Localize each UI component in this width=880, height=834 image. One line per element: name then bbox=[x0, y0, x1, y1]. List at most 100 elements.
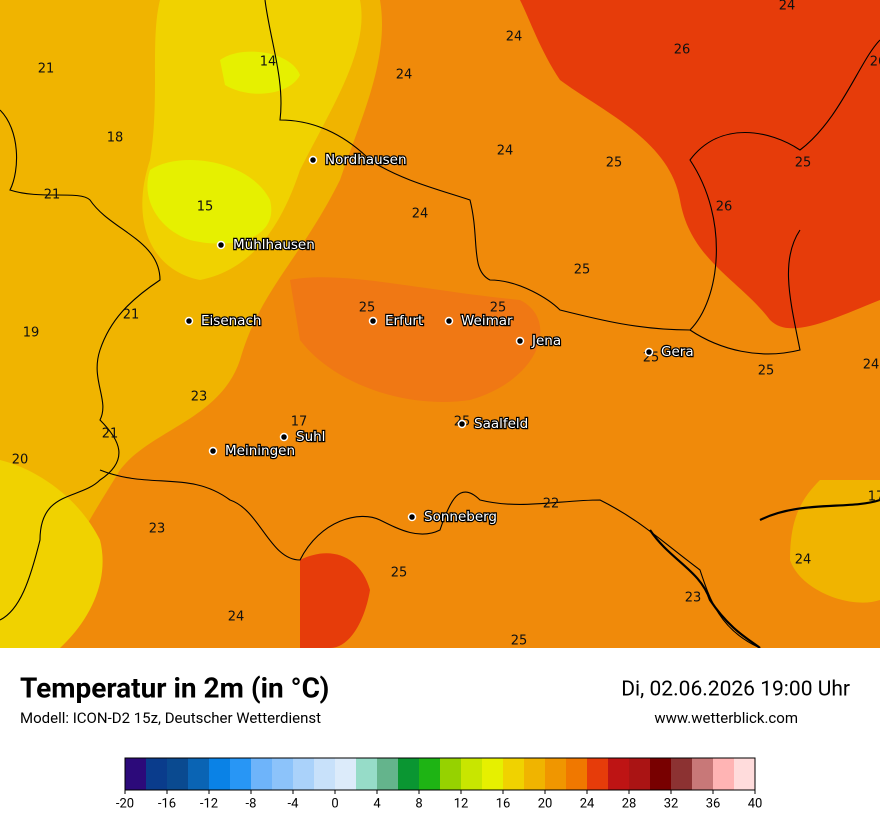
warm-yellow-zone bbox=[0, 0, 80, 150]
temperature-labels: 24 24 26 26 21 14 24 18 24 25 25 21 15 24 26 25 25 25 21 19… bbox=[12, 0, 880, 649]
city-name: Eisenach bbox=[201, 313, 261, 329]
warm-yellow-zone bbox=[790, 480, 880, 603]
colorbar-segment bbox=[503, 758, 525, 790]
city-name: Saalfeld bbox=[474, 416, 528, 432]
footer bbox=[0, 648, 880, 830]
colorbar-segment bbox=[167, 758, 189, 790]
temperature-label: 21 bbox=[123, 308, 140, 323]
colorbar-tick-label: 24 bbox=[580, 796, 595, 811]
colorbar-segment bbox=[461, 758, 483, 790]
national-border bbox=[649, 498, 880, 648]
colorbar-segment bbox=[188, 758, 210, 790]
temperature-label: 25 bbox=[795, 156, 812, 171]
city-markers: Nordhausen Mühlhausen Eisenach Erfurt Weimar… bbox=[184, 151, 695, 526]
website: www.wetterblick.com bbox=[654, 709, 798, 727]
city-dot bbox=[184, 316, 194, 326]
city-dot bbox=[279, 432, 289, 442]
temperature-label: 25 bbox=[606, 156, 623, 171]
colorbar-segment bbox=[314, 758, 336, 790]
colorbar-segment bbox=[524, 758, 546, 790]
temperature-label: 24 bbox=[779, 0, 796, 14]
colorbar: -20 -16 -12 -8 -4 0 4 8 12 16 20 24 28 32 36 40 bbox=[116, 757, 763, 811]
title: Temperatur in 2m (in °C) bbox=[20, 671, 329, 704]
temperature-label: 25 bbox=[511, 634, 528, 649]
colorbar-tick-label: 32 bbox=[664, 796, 679, 811]
temperature-label: 25 bbox=[391, 566, 408, 581]
temperature-label: 21 bbox=[44, 188, 61, 203]
colorbar-tick-label: 36 bbox=[706, 796, 721, 811]
colorbar-segment bbox=[566, 758, 588, 790]
temperature-label: 22 bbox=[543, 497, 560, 512]
colorbar-tick-label: 20 bbox=[538, 796, 553, 811]
city-name: Meiningen bbox=[225, 443, 295, 459]
temperature-label: 21 bbox=[38, 62, 55, 77]
city-dot bbox=[368, 316, 378, 326]
colorbar-segment bbox=[377, 758, 399, 790]
city-dot bbox=[208, 446, 218, 456]
colorbar-segment bbox=[608, 758, 630, 790]
colorbar-segment bbox=[671, 758, 693, 790]
temperature-label: 23 bbox=[685, 591, 702, 606]
city-dot bbox=[457, 419, 467, 429]
city-dot bbox=[644, 347, 654, 357]
colorbar-segment bbox=[650, 758, 672, 790]
temperature-label: 17 bbox=[868, 490, 880, 505]
colorbar-tick-label: -12 bbox=[200, 796, 218, 811]
city-name: Nordhausen bbox=[325, 152, 407, 168]
temperature-label: 26 bbox=[870, 55, 880, 70]
colorbar-segment bbox=[125, 758, 147, 790]
city-dot bbox=[308, 155, 318, 165]
colorbar-segment bbox=[356, 758, 378, 790]
city-name: Suhl bbox=[296, 429, 325, 445]
colorbar-segment bbox=[272, 758, 294, 790]
colorbar-segment bbox=[440, 758, 462, 790]
temperature-label: 24 bbox=[506, 30, 523, 45]
temperature-label: 26 bbox=[716, 200, 733, 215]
temperature-label: 23 bbox=[191, 390, 208, 405]
colorbar-segment bbox=[482, 758, 504, 790]
city-name: Weimar bbox=[461, 313, 513, 329]
temperature-label: 14 bbox=[260, 55, 277, 70]
temperature-label: 25 bbox=[490, 301, 507, 316]
colorbar-segment bbox=[209, 758, 231, 790]
colorbar-segment bbox=[146, 758, 168, 790]
colorbar-tick-label: 0 bbox=[331, 796, 338, 811]
colorbar-tick-label: 40 bbox=[748, 796, 763, 811]
colorbar-segment bbox=[692, 758, 714, 790]
colorbar-segment bbox=[398, 758, 420, 790]
temperature-label: 24 bbox=[863, 358, 880, 373]
city-name: Erfurt bbox=[385, 313, 423, 329]
city-dot bbox=[515, 336, 525, 346]
map: 24 24 26 26 21 14 24 18 24 25 25 21 15 24 26 25 25 25 21 19… bbox=[0, 0, 880, 649]
city-name: Mühlhausen bbox=[233, 237, 315, 253]
colorbar-segment bbox=[713, 758, 735, 790]
temperature-label: 24 bbox=[795, 553, 812, 568]
colorbar-tick-label: 12 bbox=[454, 796, 469, 811]
colorbar-segment bbox=[629, 758, 651, 790]
temperature-label: 23 bbox=[149, 522, 166, 537]
city-name: Jena bbox=[531, 333, 561, 349]
city-name: Gera bbox=[661, 344, 694, 360]
colorbar-segment bbox=[587, 758, 609, 790]
colorbar-segment bbox=[251, 758, 273, 790]
colorbar-segment bbox=[230, 758, 252, 790]
temperature-label: 26 bbox=[674, 43, 691, 58]
city-dot bbox=[407, 512, 417, 522]
subtitle: Modell: ICON-D2 15z, Deutscher Wetterdie… bbox=[20, 709, 321, 727]
colorbar-segment bbox=[734, 758, 756, 790]
colorbar-tick-label: -4 bbox=[288, 796, 300, 811]
city-dot bbox=[216, 240, 226, 250]
colorbar-tick-label: -20 bbox=[116, 796, 134, 811]
temperature-label: 24 bbox=[412, 207, 429, 222]
temperature-label: 21 bbox=[102, 427, 119, 442]
colorbar-segment bbox=[293, 758, 315, 790]
hot-zone bbox=[520, 0, 880, 329]
colorbar-tick-label: -8 bbox=[246, 796, 257, 811]
colorbar-frame bbox=[124, 757, 756, 791]
date: Di, 02.06.2026 19:00 Uhr bbox=[621, 678, 850, 702]
colorbar-segment bbox=[545, 758, 567, 790]
city-dot bbox=[444, 316, 454, 326]
colorbar-tick-label: 28 bbox=[622, 796, 637, 811]
borders bbox=[0, 0, 880, 648]
